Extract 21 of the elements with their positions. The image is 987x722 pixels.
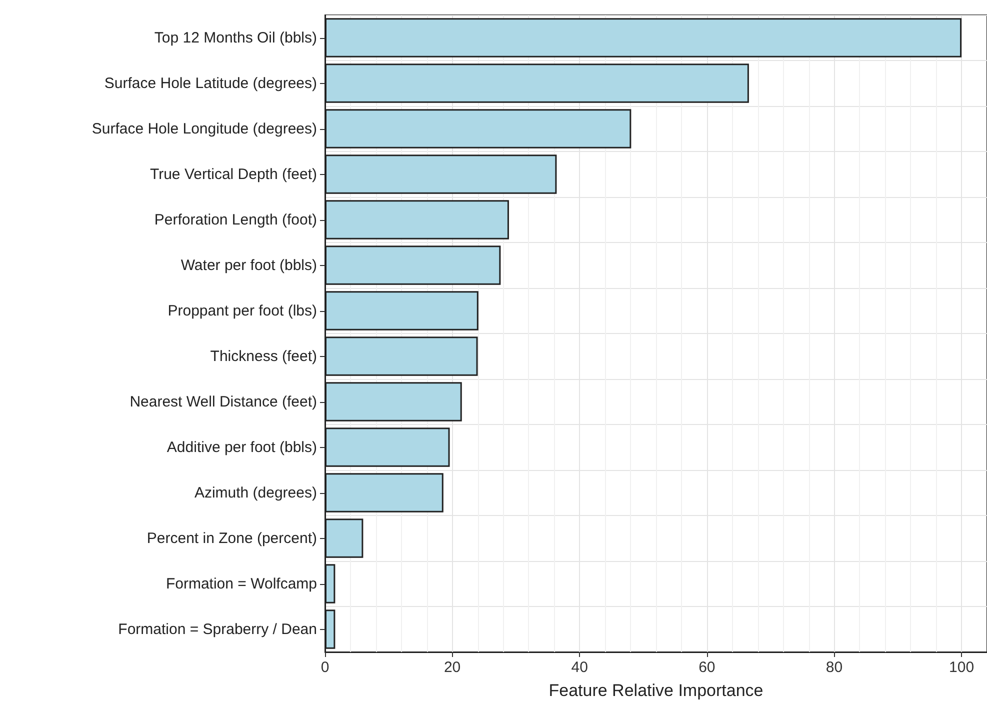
x-tick-label: 0 [320, 659, 330, 676]
y-tick-label: True Vertical Depth (feet) [150, 166, 318, 183]
y-tick-label: Formation = Wolfcamp [166, 575, 317, 592]
x-axis-title: Feature Relative Importance [548, 681, 764, 700]
y-tick-label: Proppant per foot (lbs) [168, 302, 317, 320]
y-tick-label: Surface Hole Longitude (degrees) [92, 120, 318, 138]
y-tick-label: Nearest Well Distance (feet) [130, 393, 317, 410]
y-tick-label: Perforation Length (foot) [154, 211, 317, 228]
x-tick-label: 100 [949, 659, 974, 676]
x-tick-label: 60 [698, 659, 716, 676]
y-tick-label: Top 12 Months Oil (bbls) [154, 29, 317, 46]
y-tick-label: Water per foot (bbls) [180, 256, 317, 274]
y-tick-label: Additive per foot (bbls) [166, 438, 317, 456]
y-tick-label: Thickness (feet) [210, 348, 317, 365]
y-tick-label: Formation = Spraberry / Dean [118, 620, 317, 638]
y-tick-label: Percent in Zone (percent) [146, 530, 317, 547]
y-tick-label: Surface Hole Latitude (degrees) [104, 74, 317, 92]
x-tick-label: 40 [571, 659, 588, 676]
y-tick-label: Azimuth (degrees) [194, 484, 317, 502]
x-tick-label: 20 [444, 659, 461, 676]
x-tick-label: 80 [826, 659, 843, 676]
